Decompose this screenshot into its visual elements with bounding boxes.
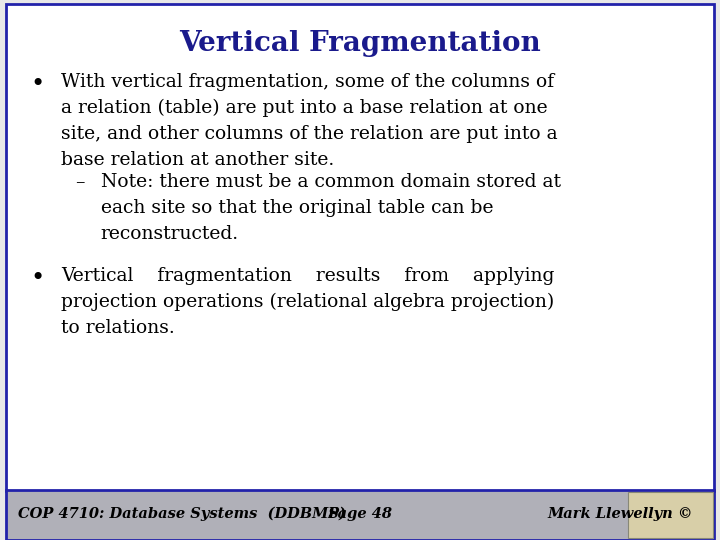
Text: projection operations (relational algebra projection): projection operations (relational algebr… (61, 293, 554, 312)
Text: Mark Llewellyn ©: Mark Llewellyn © (547, 507, 693, 521)
Ellipse shape (676, 512, 699, 521)
Text: each site so that the original table can be: each site so that the original table can… (101, 199, 493, 217)
Text: site, and other columns of the relation are put into a: site, and other columns of the relation … (61, 125, 558, 143)
Text: •: • (30, 73, 45, 96)
Text: •: • (30, 267, 45, 291)
Text: base relation at another site.: base relation at another site. (61, 151, 335, 168)
Text: reconstructed.: reconstructed. (101, 225, 239, 242)
Text: COP 4710: Database Systems  (DDBMS): COP 4710: Database Systems (DDBMS) (18, 507, 346, 521)
Text: With vertical fragmentation, some of the columns of: With vertical fragmentation, some of the… (61, 73, 554, 91)
Text: Page 48: Page 48 (328, 507, 392, 521)
Ellipse shape (663, 496, 687, 509)
Text: to relations.: to relations. (61, 319, 175, 337)
Text: Vertical Fragmentation: Vertical Fragmentation (179, 30, 541, 57)
Ellipse shape (651, 508, 693, 534)
Text: –: – (76, 173, 85, 191)
Text: a relation (table) are put into a base relation at one: a relation (table) are put into a base r… (61, 99, 548, 117)
Text: Note: there must be a common domain stored at: Note: there must be a common domain stor… (101, 173, 561, 191)
Ellipse shape (632, 509, 664, 521)
Text: Vertical    fragmentation    results    from    applying: Vertical fragmentation results from appl… (61, 267, 554, 285)
